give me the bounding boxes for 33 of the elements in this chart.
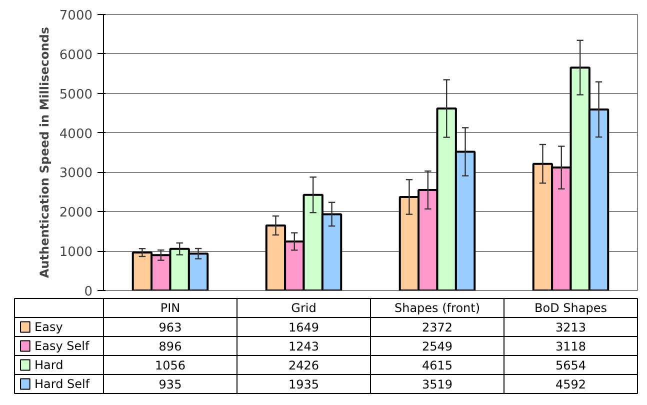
data-label: 4592 xyxy=(555,378,586,392)
y-tick-label: 1000 xyxy=(59,245,93,260)
x-tick-label: BoD Shapes xyxy=(534,301,607,315)
data-label: 896 xyxy=(158,340,182,354)
y-tick-label: 3000 xyxy=(59,166,93,182)
data-label: 2549 xyxy=(422,340,453,354)
y-tick-label: 0 xyxy=(84,284,93,300)
data-label: 1935 xyxy=(288,378,320,392)
data-label: 3213 xyxy=(555,320,586,334)
data-label: 963 xyxy=(158,320,182,334)
data-label: 1056 xyxy=(154,358,186,372)
data-label: 3519 xyxy=(422,378,453,392)
legend-label: Hard Self xyxy=(34,377,90,391)
x-tick-label: Shapes (front) xyxy=(394,301,480,315)
legend-label: Hard xyxy=(34,358,64,372)
legend-label: Easy xyxy=(34,320,63,334)
data-label: 935 xyxy=(158,378,182,392)
y-tick-label: 5000 xyxy=(59,87,93,102)
data-label: 4615 xyxy=(422,358,453,372)
data-label: 1243 xyxy=(288,340,320,354)
y-axis-title: Authentication Speed in Milliseconds xyxy=(37,26,52,278)
data-label: 2372 xyxy=(422,320,453,334)
x-tick-label: Grid xyxy=(291,301,316,315)
data-label: 2426 xyxy=(288,358,320,372)
y-tick-label: 4000 xyxy=(59,126,93,142)
data-label: 1649 xyxy=(288,320,320,334)
y-tick-label: 7000 xyxy=(59,8,93,24)
x-tick-label: PIN xyxy=(160,301,180,315)
y-tick-label: 6000 xyxy=(59,48,93,63)
data-label: 5654 xyxy=(555,358,586,372)
legend-label: Easy Self xyxy=(34,339,90,353)
data-label: 3118 xyxy=(555,340,586,354)
y-tick-label: 2000 xyxy=(59,206,93,221)
